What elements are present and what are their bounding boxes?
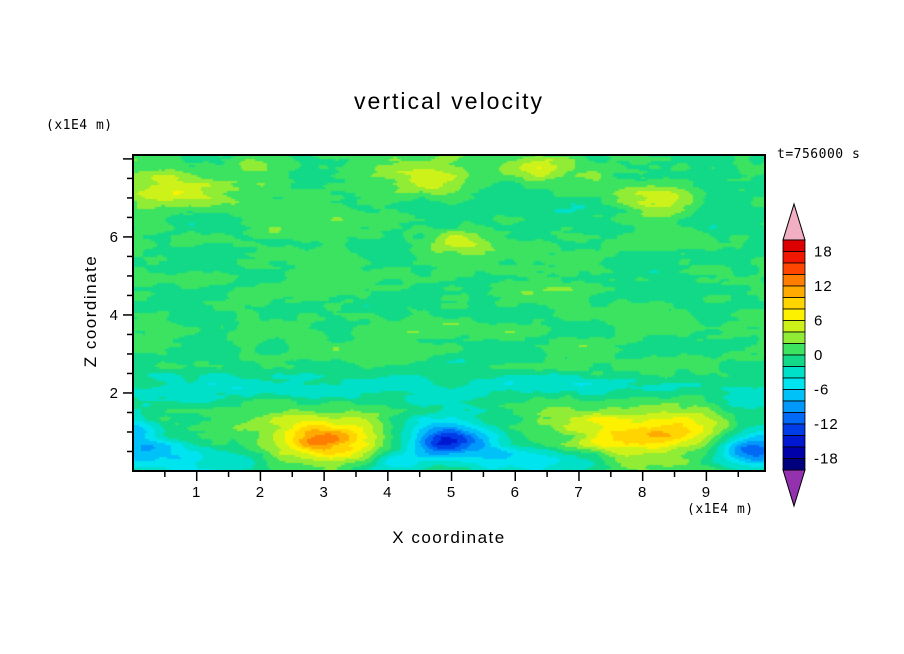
colorbar-segment [782, 308, 806, 321]
time-label: t=756000 s [777, 147, 861, 162]
colorbar-arrow-top [782, 202, 806, 241]
colorbar-segment [782, 297, 806, 310]
colorbar-segment [782, 354, 806, 367]
plot-frame [132, 154, 766, 472]
colorbar-segment [782, 412, 806, 425]
colorbar-segment [782, 343, 806, 356]
x-tick-label: 2 [256, 484, 265, 501]
y-tick-label: 2 [110, 385, 119, 402]
colorbar-segment [782, 274, 806, 287]
colorbar-segment [782, 262, 806, 275]
colorbar-label: -12 [814, 416, 839, 433]
colorbar-label: -6 [814, 382, 829, 399]
y-tick-label: 4 [110, 307, 119, 324]
colorbar-segment [782, 423, 806, 436]
colorbar-segment [782, 435, 806, 448]
colorbar-label: 6 [814, 313, 823, 330]
colorbar-label: 18 [814, 244, 833, 261]
x-axis-unit-label: (x1E4 m) [687, 502, 754, 517]
colorbar-segment [782, 320, 806, 333]
contour-plot-canvas [133, 155, 765, 471]
x-tick-label: 8 [638, 484, 647, 501]
x-tick-label: 1 [192, 484, 201, 501]
x-axis-title: X coordinate [392, 528, 506, 547]
colorbar-segment [782, 285, 806, 298]
x-tick-label: 9 [702, 484, 711, 501]
colorbar-segment [782, 251, 806, 264]
colorbar-segment [782, 377, 806, 390]
y-axis-unit-label: (x1E4 m) [46, 118, 113, 133]
colorbar-segment [782, 400, 806, 413]
x-tick-label: 5 [447, 484, 456, 501]
chart-title: vertical velocity [354, 88, 544, 114]
colorbar-label: -18 [814, 451, 839, 468]
x-tick-label: 3 [319, 484, 328, 501]
x-tick-label: 6 [511, 484, 520, 501]
colorbar-segment [782, 239, 806, 252]
colorbar-label: 0 [814, 347, 823, 364]
colorbar-arrow-bottom [782, 469, 806, 508]
colorbar-segment [782, 389, 806, 402]
colorbar-segment [782, 366, 806, 379]
x-tick-label: 7 [574, 484, 583, 501]
colorbar-segment [782, 446, 806, 459]
colorbar-segment [782, 458, 806, 471]
x-tick-label: 4 [383, 484, 392, 501]
y-tick-label: 6 [110, 229, 119, 246]
colorbar-segment [782, 331, 806, 344]
colorbar-label: 12 [814, 278, 833, 295]
